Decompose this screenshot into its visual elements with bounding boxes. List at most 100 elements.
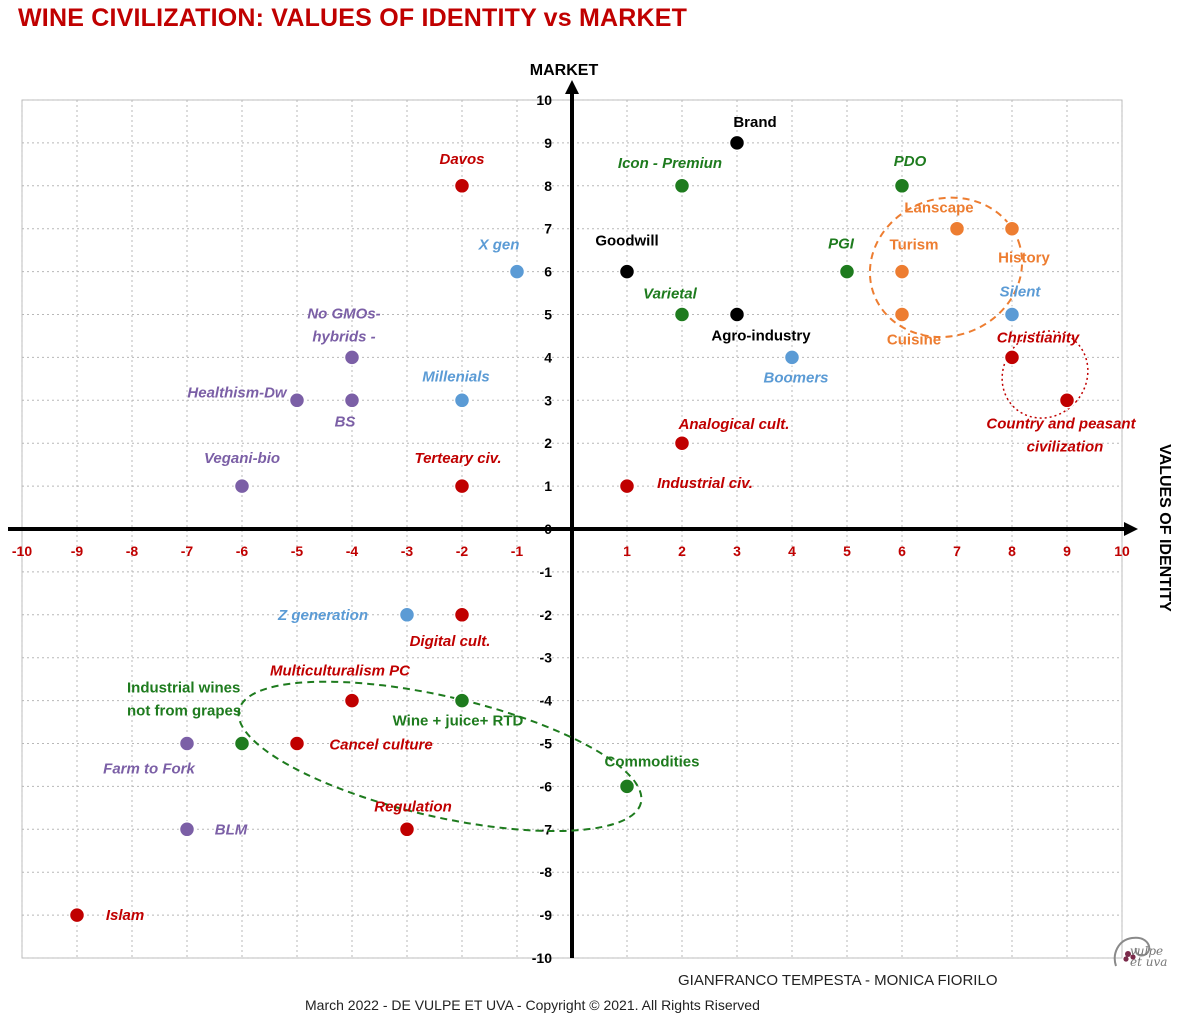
x-tick-label: -7 (181, 543, 194, 559)
point-label: Islam (106, 907, 144, 924)
data-point (343, 349, 361, 366)
y-tick-label: 2 (544, 435, 552, 451)
point-label: Country and peasant (986, 415, 1136, 432)
data-point (178, 735, 196, 752)
x-tick-label: 9 (1063, 543, 1071, 559)
point-label: X gen (478, 237, 520, 254)
point-label: Wine + juice+ RTD (393, 713, 524, 730)
data-point (398, 821, 416, 838)
x-tick-label: -2 (456, 543, 469, 559)
data-point (453, 392, 471, 409)
authors: GIANFRANCO TEMPESTA - MONICA FIORILO (678, 972, 998, 989)
point-label: Millenials (422, 368, 490, 385)
data-point (453, 177, 471, 195)
y-tick-label: -4 (540, 693, 553, 709)
y-tick-label: 9 (544, 135, 552, 151)
logo-text: vulpe et uva (1130, 944, 1168, 969)
y-tick-label: 10 (536, 92, 552, 108)
point-label: Industrial wines (127, 680, 240, 697)
data-point (508, 263, 526, 280)
point-label: Multiculturalism PC (270, 663, 411, 680)
y-tick-label: 5 (544, 307, 552, 323)
point-label: Goodwill (595, 233, 658, 250)
y-tick-label: 0 (544, 521, 552, 537)
data-point (1003, 349, 1021, 366)
point-label: Davos (439, 151, 484, 168)
y-tick-label: -1 (540, 564, 553, 580)
y-tick-label: -3 (540, 650, 553, 666)
data-point (1003, 220, 1021, 237)
data-point (178, 821, 196, 838)
point-label: Silent (1000, 284, 1042, 301)
y-tick-label: -7 (540, 821, 553, 837)
point-label: Agro-industry (711, 328, 811, 345)
point-label: Farm to Fork (103, 761, 195, 778)
x-tick-label: -8 (126, 543, 139, 559)
fox-grape-icon (1113, 936, 1151, 967)
data-point (343, 692, 361, 709)
x-tick-label: -5 (291, 543, 304, 559)
group-ellipse-identity-cluster (868, 196, 1024, 338)
point-label: hybrids - (312, 328, 375, 345)
point-label: civilization (1027, 438, 1104, 455)
data-point (673, 177, 691, 195)
y-tick-label: 7 (544, 221, 552, 237)
point-label: PGI (828, 236, 855, 253)
point-label: not from grapes (127, 703, 241, 720)
logo: vulpe et uva (1108, 932, 1194, 978)
point-label: Regulation (374, 798, 452, 815)
y-axis-label: MARKET (530, 62, 599, 79)
x-tick-label: -6 (236, 543, 249, 559)
data-point (233, 735, 251, 752)
data-point (948, 220, 966, 237)
data-point (453, 692, 471, 709)
point-label: Icon - Premiun (618, 155, 722, 172)
data-point (288, 392, 306, 409)
y-tick-label: -2 (540, 607, 553, 623)
copyright: March 2022 - DE VULPE ET UVA - Copyright… (305, 997, 760, 1013)
x-tick-label: 3 (733, 543, 741, 559)
data-point (1003, 306, 1021, 323)
data-point (728, 306, 746, 323)
x-tick-label: 2 (678, 543, 686, 559)
y-tick-label: -6 (540, 778, 553, 794)
data-point (1058, 392, 1076, 409)
x-tick-label: -1 (511, 543, 524, 559)
point-label: Christianity (997, 329, 1080, 346)
chart-title: WINE CIVILIZATION: VALUES OF IDENTITY vs… (18, 4, 688, 32)
point-label: Brand (733, 114, 776, 131)
x-axis-label: VALUES OF IDENTITY (1156, 444, 1173, 612)
y-tick-label: 6 (544, 264, 552, 280)
group-ellipse-market-cluster (237, 680, 643, 833)
data-point (343, 392, 361, 409)
point-label: PDO (894, 153, 927, 170)
data-point (618, 778, 636, 795)
x-tick-label: 7 (953, 543, 961, 559)
x-tick-label: -9 (71, 543, 84, 559)
data-point (233, 477, 251, 495)
data-point (893, 177, 911, 195)
x-tick-label: 1 (623, 543, 631, 559)
point-label: Z generation (277, 607, 368, 624)
y-tick-label: 8 (544, 178, 552, 194)
point-label: Vegani-bio (204, 450, 280, 467)
data-point (838, 263, 856, 280)
data-point (728, 134, 746, 152)
y-axis-arrow (565, 80, 579, 94)
point-label: Digital cult. (410, 633, 491, 650)
point-label: BS (335, 413, 356, 430)
x-axis-arrow (1124, 522, 1138, 536)
data-point (453, 477, 471, 495)
data-point (453, 606, 471, 624)
x-tick-label: 10 (1114, 543, 1130, 559)
y-tick-label: -10 (532, 950, 552, 966)
x-tick-label: 4 (788, 543, 796, 559)
y-tick-label: -5 (540, 736, 553, 752)
x-tick-label: 5 (843, 543, 851, 559)
data-point (68, 906, 86, 924)
data-point (673, 434, 691, 452)
x-tick-label: -4 (346, 543, 359, 559)
point-label: No GMOs- (307, 305, 380, 322)
point-label: Cancel culture (329, 737, 432, 754)
